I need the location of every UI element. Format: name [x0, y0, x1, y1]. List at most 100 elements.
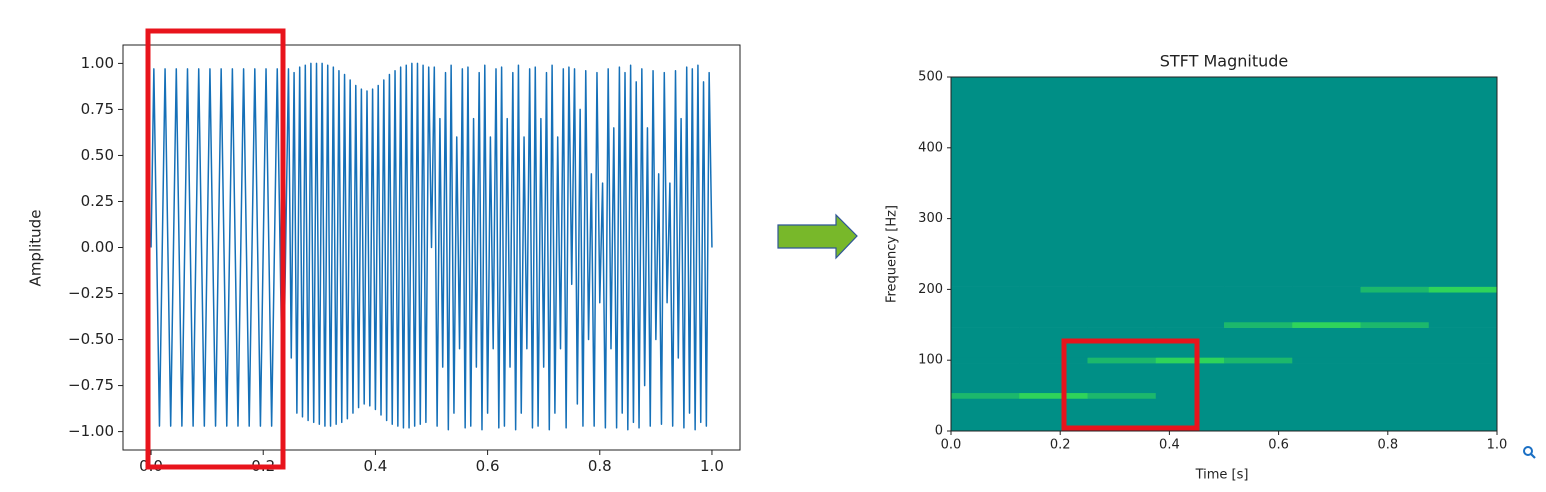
- heatmap-cell: [951, 286, 1020, 293]
- y-tick-label: 1.00: [81, 54, 114, 72]
- x-tick-label: 0.8: [1377, 437, 1398, 452]
- heatmap-cell: [951, 292, 1020, 323]
- heatmap-cell: [1224, 392, 1293, 399]
- heatmap-cell: [1360, 77, 1430, 287]
- heatmap-cell: [1428, 292, 1498, 323]
- heatmap-cell: [1155, 357, 1225, 364]
- x-tick-label: 0.4: [1159, 437, 1180, 452]
- x-tick-label: 0.2: [1050, 437, 1071, 452]
- heatmap-cell: [1087, 77, 1157, 287]
- heatmap-cell: [1428, 321, 1498, 328]
- heatmap-cell: [1428, 77, 1498, 287]
- zoom-handle: [1530, 453, 1536, 459]
- heatmap-cell: [1360, 327, 1430, 358]
- heatmap-cell: [1292, 357, 1361, 364]
- heatmap-cell: [1019, 77, 1088, 287]
- y-tick-label: 100: [918, 353, 943, 368]
- highlight-box: [1061, 338, 1200, 431]
- heatmap-cell: [1155, 321, 1225, 328]
- heatmap-cell: [1019, 357, 1088, 364]
- heatmap-cell: [1428, 357, 1498, 364]
- heatmap-cell: [1224, 398, 1293, 432]
- zoom-lens: [1523, 446, 1533, 456]
- heatmap-cell: [1019, 292, 1088, 323]
- heatmap-cell: [1292, 321, 1361, 328]
- heatmap-cell: [1155, 392, 1225, 399]
- arrow: [777, 213, 858, 260]
- heatmap-cell: [1224, 363, 1293, 394]
- x-tick-label: 0.6: [476, 457, 500, 475]
- heatmap-cell: [951, 321, 1020, 328]
- heatmap-cell: [1087, 392, 1157, 399]
- heatmap-cell: [951, 392, 1020, 399]
- heatmap-cell: [1224, 327, 1293, 358]
- y-tick-label: 500: [918, 70, 943, 85]
- x-tick-label: 0.4: [363, 457, 387, 475]
- signal-line: [150, 62, 713, 431]
- heatmap-cell: [1155, 292, 1225, 323]
- y-tick-label: −1.00: [68, 422, 114, 440]
- heatmap-cell: [1360, 321, 1430, 328]
- y-tick-label: −0.50: [68, 330, 114, 348]
- heatmap-cell: [1360, 292, 1430, 323]
- heatmap-cell: [1292, 292, 1361, 323]
- heatmap-cell: [1428, 327, 1498, 358]
- heatmap-cell: [1087, 286, 1157, 293]
- heatmap-cell: [951, 77, 1020, 287]
- y-axis-label: Amplitude: [27, 210, 45, 287]
- x-tick-label: 0.6: [1268, 437, 1289, 452]
- y-tick-label: 0: [935, 424, 943, 439]
- heatmap-cell: [1155, 286, 1225, 293]
- heatmap-cell: [1360, 363, 1430, 394]
- heatmap-cell: [951, 357, 1020, 364]
- heatmap-cell: [1428, 286, 1498, 293]
- y-axis-label: Frequency [Hz]: [885, 205, 900, 303]
- heatmap-cell: [1155, 77, 1225, 287]
- x-axis-label: Time [s]: [1195, 468, 1249, 483]
- heatmap-cell: [1292, 77, 1361, 287]
- plot-frame: [950, 76, 1498, 432]
- heatmap-cell: [1087, 292, 1157, 323]
- heatmap-cell: [951, 327, 1020, 358]
- heatmap-cell: [1019, 321, 1088, 328]
- heatmap-cell: [1292, 363, 1361, 394]
- heatmap-cell: [1224, 292, 1293, 323]
- heatmap-cell: [1087, 321, 1157, 328]
- heatmap-cell: [1428, 363, 1498, 394]
- highlight-box: [145, 28, 286, 470]
- heatmap-cell: [1224, 286, 1293, 293]
- heatmap-cell: [1292, 392, 1361, 399]
- heatmap-cell: [1224, 357, 1293, 364]
- y-tick-label: 300: [918, 211, 943, 226]
- y-tick-label: 0.75: [81, 100, 114, 118]
- x-tick-label: 1.0: [700, 457, 724, 475]
- heatmap-cell: [1360, 392, 1430, 399]
- heatmap-cell: [1360, 398, 1430, 432]
- heatmap-cell: [1428, 398, 1498, 432]
- y-tick-label: 0.00: [81, 238, 114, 256]
- heatmap-cell: [951, 398, 1020, 432]
- heatmap-cell: [1019, 392, 1088, 399]
- heatmap-cell: [1292, 398, 1361, 432]
- heatmap-cell: [1428, 392, 1498, 399]
- heatmap-cell: [1224, 77, 1293, 287]
- x-tick-label: 0.0: [941, 437, 962, 452]
- heatmap-cell: [951, 363, 1020, 394]
- heatmap-cell: [1019, 363, 1088, 394]
- heatmap-cell: [1019, 286, 1088, 293]
- y-tick-label: 0.50: [81, 146, 114, 164]
- x-tick-label: 0.8: [588, 457, 612, 475]
- x-axis-label: Time(s): [402, 491, 459, 492]
- zoom-icon[interactable]: [1523, 446, 1536, 459]
- plots: 0.0 0.2 0.4 0.6 0.8 1.01.000.750.500.250.00−0…: [27, 44, 1508, 492]
- heatmap-cell: [1360, 286, 1430, 293]
- heatmap-cell: [1292, 327, 1361, 358]
- heatmap-cell: [1155, 363, 1225, 394]
- chart-title: STFT Magnitude: [1160, 52, 1288, 71]
- heatmap-cell: [1292, 286, 1361, 293]
- heatmap-cell: [1087, 357, 1157, 364]
- heatmap-cell: [1087, 363, 1157, 394]
- x-tick-label: 1.0: [1487, 437, 1508, 452]
